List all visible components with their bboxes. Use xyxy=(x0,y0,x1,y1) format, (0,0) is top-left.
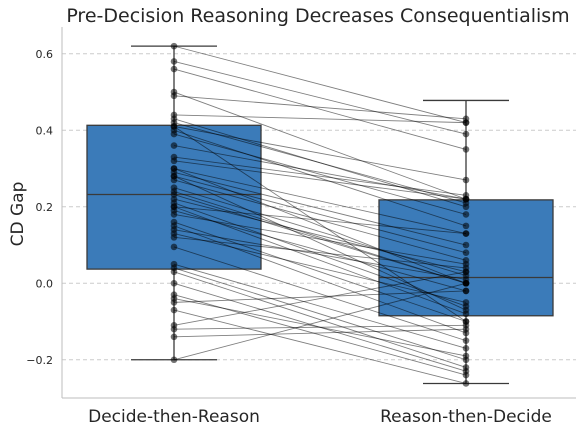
data-point xyxy=(170,65,178,73)
data-point xyxy=(170,325,178,333)
data-point xyxy=(462,306,470,314)
data-point xyxy=(170,243,178,251)
data-point xyxy=(170,92,178,100)
data-point xyxy=(462,195,470,203)
pair-line xyxy=(173,267,467,361)
data-point xyxy=(170,42,178,50)
data-point xyxy=(462,249,470,256)
pair-line xyxy=(173,246,467,342)
data-point xyxy=(462,279,470,287)
pair-line xyxy=(173,221,467,322)
data-point xyxy=(170,268,178,276)
pair-line xyxy=(173,168,467,284)
pair-line xyxy=(173,126,467,181)
pair-line xyxy=(173,175,467,254)
pair-line xyxy=(173,129,467,227)
data-point xyxy=(170,211,178,218)
pair-line xyxy=(173,206,467,234)
pair-line xyxy=(173,95,467,120)
x-tick-label: Reason-then-Decide xyxy=(380,407,552,427)
data-point xyxy=(462,337,470,344)
pair-line xyxy=(173,328,467,338)
pair-line xyxy=(173,282,467,361)
y-tick-label: −0.2 xyxy=(26,354,53,367)
data-point xyxy=(462,325,470,333)
data-point xyxy=(462,287,470,295)
pair-line xyxy=(173,168,467,234)
pair-line xyxy=(173,271,467,368)
data-point xyxy=(462,380,470,387)
pair-line xyxy=(173,91,467,200)
data-point xyxy=(170,165,178,172)
x-tick-label: Decide-then-Reason xyxy=(88,407,260,427)
pair-line xyxy=(173,114,467,124)
y-tick-label: 0.0 xyxy=(36,277,54,290)
y-axis-label: CD Gap xyxy=(8,182,28,247)
data-point xyxy=(170,279,178,287)
data-point xyxy=(170,157,178,165)
data-point xyxy=(462,146,470,153)
pair-line xyxy=(173,210,467,292)
pair-line xyxy=(173,68,467,150)
y-tick-label: 0.6 xyxy=(36,48,54,61)
data-point xyxy=(170,299,178,306)
pair-line xyxy=(173,191,467,284)
pair-line xyxy=(173,156,467,196)
pair-line xyxy=(173,236,467,269)
data-point xyxy=(170,234,178,241)
pair-line xyxy=(173,225,467,334)
data-point xyxy=(462,318,470,325)
pair-line xyxy=(173,187,467,277)
data-point xyxy=(462,352,470,360)
data-point xyxy=(462,119,470,126)
data-point xyxy=(170,191,178,198)
pair-line xyxy=(173,271,467,326)
y-tick-label: 0.2 xyxy=(36,201,54,214)
data-point xyxy=(170,123,178,130)
pair-line xyxy=(173,233,467,303)
data-point xyxy=(462,371,470,379)
pair-line xyxy=(173,229,467,280)
data-point xyxy=(462,241,470,249)
pair-line xyxy=(173,213,467,265)
pair-line xyxy=(173,263,467,349)
data-point xyxy=(170,142,178,149)
y-tick-label: 0.4 xyxy=(36,124,54,137)
data-point xyxy=(170,203,178,211)
chart-title: Pre-Decision Reasoning Decreases Consequ… xyxy=(66,5,569,27)
data-point xyxy=(170,130,178,138)
pair-line xyxy=(173,175,467,311)
data-point xyxy=(462,344,470,352)
pair-line xyxy=(173,60,467,135)
data-point xyxy=(462,268,470,276)
data-point xyxy=(462,222,470,230)
pair-line xyxy=(173,290,467,303)
plot-area: −0.2 0.0 0.2 0.4 0.6 Decide-then-Reason Reason… xyxy=(26,27,576,427)
data-point xyxy=(170,333,178,341)
data-point xyxy=(462,130,470,138)
data-point xyxy=(170,356,178,364)
pair-line xyxy=(173,145,467,200)
pair-line xyxy=(173,126,467,322)
data-point xyxy=(170,306,178,314)
pair-line xyxy=(173,324,467,330)
pair-line xyxy=(173,160,467,200)
data-point xyxy=(462,230,470,237)
pair-line xyxy=(173,171,467,246)
pair-line xyxy=(173,133,467,215)
data-point xyxy=(462,299,470,306)
pair-line xyxy=(173,45,467,124)
data-point xyxy=(170,58,178,65)
data-point xyxy=(462,211,470,218)
data-point xyxy=(462,176,470,184)
pair-line xyxy=(173,309,467,384)
data-point xyxy=(170,172,178,180)
pair-line xyxy=(173,122,467,204)
